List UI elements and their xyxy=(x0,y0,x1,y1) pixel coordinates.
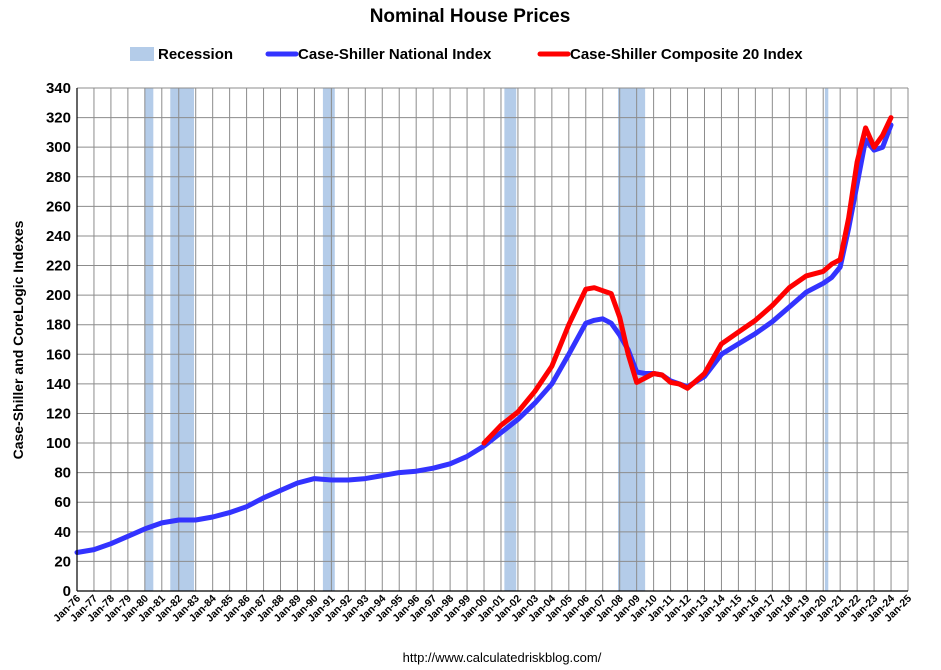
y-tick-label-3: 60 xyxy=(54,494,71,511)
y-tick-label-5: 100 xyxy=(46,435,71,452)
y-tick-label-12: 240 xyxy=(46,228,71,245)
y-axis-label: Case-Shiller and CoreLogic Indexes xyxy=(10,220,26,459)
y-tick-label-8: 160 xyxy=(46,346,71,363)
y-tick-label-0: 0 xyxy=(63,583,71,600)
recession-band-2 xyxy=(322,88,335,591)
legend-label-0: Recession xyxy=(158,46,233,63)
y-tick-label-2: 40 xyxy=(54,524,71,541)
y-tick-label-7: 140 xyxy=(46,376,71,393)
y-tick-label-14: 280 xyxy=(46,169,71,186)
y-tick-label-11: 220 xyxy=(46,258,71,275)
axes xyxy=(76,88,908,592)
y-tick-label-4: 80 xyxy=(54,465,71,482)
y-tick-label-10: 200 xyxy=(46,287,71,304)
y-tick-label-1: 20 xyxy=(54,553,71,570)
x-tick-labels: Jan-76Jan-77Jan-78Jan-79Jan-80Jan-81Jan-… xyxy=(51,593,914,625)
recession-band-5 xyxy=(824,88,829,591)
chart-title: Nominal House Prices xyxy=(370,6,571,27)
y-tick-label-9: 180 xyxy=(46,317,71,334)
y-tick-label-17: 340 xyxy=(46,80,71,97)
source-url: http://www.calculatedriskblog.com/ xyxy=(403,650,602,665)
legend-swatch-recession xyxy=(130,47,154,61)
y-tick-label-15: 300 xyxy=(46,139,71,156)
grid xyxy=(76,87,909,592)
series-line-1 xyxy=(481,115,894,446)
legend-label-2: Case-Shiller Composite 20 Index xyxy=(570,46,803,63)
legend-label-1: Case-Shiller National Index xyxy=(298,46,492,63)
series-lines xyxy=(74,115,894,555)
y-tick-label-16: 320 xyxy=(46,110,71,127)
y-tick-label-6: 120 xyxy=(46,405,71,422)
legend: Recession Case-Shiller National Index Case… xyxy=(130,46,803,63)
series-line-0 xyxy=(74,122,894,555)
y-tick-labels: 0 20 40 60 80 100 120 140 160 180 200 220 240 260 280 3… xyxy=(46,80,71,600)
recession-band-3 xyxy=(504,88,517,591)
recession-band-1 xyxy=(170,88,195,591)
y-tick-label-13: 260 xyxy=(46,198,71,215)
recession-band-0 xyxy=(144,88,154,591)
